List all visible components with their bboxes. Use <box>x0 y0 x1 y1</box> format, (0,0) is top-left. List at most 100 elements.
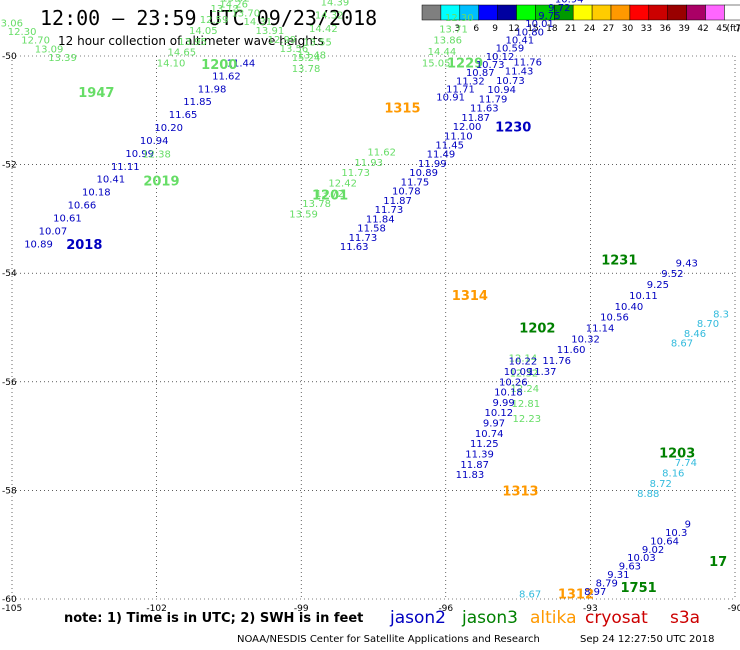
lat-tick-label: -56 <box>2 378 17 388</box>
colorbar-bin <box>478 4 498 21</box>
swh-value-label: 11.63 <box>470 104 499 115</box>
swh-value-label: 11.87 <box>460 460 489 471</box>
swh-value-label: 10.40 <box>615 302 644 313</box>
swh-value-label: 11.10 <box>444 131 473 142</box>
map-grid <box>11 55 736 600</box>
swh-value-label: 10.41 <box>505 36 534 47</box>
swh-value-label: 10.18 <box>494 388 523 399</box>
colorbar-tick-label: 24 <box>584 24 596 34</box>
colorbar-tick-label: 36 <box>660 24 672 34</box>
swh-value-label: 11.45 <box>435 141 464 152</box>
colorbar-bin <box>516 4 536 21</box>
swh-value-label: 13.70 <box>231 8 260 19</box>
colorbar-tick-label: 70 <box>735 24 740 34</box>
swh-value-label: 10.01 <box>525 19 554 30</box>
colorbar-bin <box>667 4 687 21</box>
pass-time-label: 2019 <box>143 174 179 189</box>
swh-value-label: 14.05 <box>189 26 218 37</box>
colorbar-tick-label: 39 <box>678 24 690 34</box>
swh-value-label: 11.11 <box>111 162 140 173</box>
pass-time-label: 1230 <box>495 121 531 136</box>
pass-time-label: 1751 <box>621 581 657 596</box>
swh-value-label: 12.24 <box>511 384 540 395</box>
pass-time-label: 1200 <box>201 58 237 73</box>
swh-value-label: 11.87 <box>383 196 412 207</box>
swh-value-label: 14.26 <box>219 0 248 10</box>
legend-s3a: s3a <box>670 608 701 628</box>
swh-value-label: 12.42 <box>328 179 357 190</box>
pass-time-label: 1314 <box>452 289 488 304</box>
swh-value-label: 10.91 <box>436 93 465 104</box>
swh-value-label: 11.58 <box>357 224 386 235</box>
colorbar-tick-label: 21 <box>565 24 576 34</box>
colorbar-tick-label: 18 <box>546 24 558 34</box>
swh-value-label: 11.87 <box>461 113 490 124</box>
swh-value-label: 10.56 <box>600 313 629 324</box>
swh-value-label: 10.64 <box>650 536 679 547</box>
swh-value-label: 13.56 <box>280 44 309 55</box>
swh-value-label: 14.65 <box>167 48 196 59</box>
swh-value-label: 12.70 <box>21 36 50 47</box>
swh-value-label: 10.87 <box>466 68 495 79</box>
swh-value-label: 9.43 <box>676 258 698 269</box>
swh-value-label: 12.00 <box>453 122 482 133</box>
swh-value-label: 11.63 <box>340 242 369 253</box>
swh-value-label: 9.02 <box>642 545 664 556</box>
swh-value-label: 9.97 <box>483 419 505 430</box>
legend-altika: altika <box>530 608 577 628</box>
page-title: 12:00 — 23:59 UTC 09/23/2018 <box>40 6 378 30</box>
swh-value-label: 9.63 <box>619 562 641 573</box>
lat-tick-label: -50 <box>2 52 17 62</box>
swh-value-label: 14.42 <box>309 24 338 35</box>
satellite-tracks: 13.3913.0912.7012.3013.06194710.8910.071… <box>0 0 729 603</box>
colorbar-bin <box>572 4 593 21</box>
swh-value-label: 11.93 <box>354 158 383 169</box>
swh-value-label: 10.89 <box>24 239 53 250</box>
swh-value-label: 8.16 <box>662 468 684 479</box>
swh-value-label: 11.76 <box>513 57 542 68</box>
swh-value-label: 9.72 <box>548 3 570 14</box>
lon-tick-label: -105 <box>2 604 22 614</box>
swh-value-label: 11.79 <box>479 94 508 105</box>
swh-value-label: 8.88 <box>637 489 659 500</box>
swh-value-label: 12.81 <box>511 399 540 410</box>
colorbar-bin <box>497 4 517 21</box>
swh-value-label: 8.3 <box>713 309 729 320</box>
swh-value-label: 13.02 <box>221 0 250 4</box>
swh-value-label: 10.89 <box>409 168 438 179</box>
swh-value-label: 10.94 <box>140 136 169 147</box>
swh-value-label: 10.94 <box>555 0 584 6</box>
swh-value-label: 10.26 <box>499 377 528 388</box>
colorbar-tick-label: 33 <box>641 24 652 34</box>
swh-value-label: 12.30 <box>8 27 37 38</box>
pass-time-label: 1203 <box>659 446 695 461</box>
swh-value-label: 10.18 <box>82 188 111 199</box>
swh-value-label: 9 <box>685 520 691 531</box>
swh-value-label: 11.71 <box>446 85 475 96</box>
swh-value-label: 15.05 <box>422 59 451 70</box>
pass-time-label: 1315 <box>384 102 420 117</box>
colorbar-unit: (ft) <box>727 24 740 34</box>
swh-value-label: 13.06 <box>0 18 23 29</box>
swh-value-label: 9.75 <box>538 11 560 22</box>
colorbar-tick-label: 42 <box>697 24 708 34</box>
swh-value-label: 10.66 <box>68 201 97 212</box>
swh-value-label: 10.94 <box>487 85 516 96</box>
legend-jason3: jason3 <box>462 608 518 628</box>
swh-value-label: 11.75 <box>401 177 430 188</box>
pass-time-label: 1313 <box>502 484 538 499</box>
swh-value-label: 11.84 <box>366 214 395 225</box>
page-subtitle: 12 hour collection of altimeter wave hei… <box>58 34 324 48</box>
pass-time-label: 1312 <box>558 588 594 603</box>
pass-time-label: 1201 <box>312 188 348 203</box>
swh-value-label: 12.99 <box>268 35 297 46</box>
note-text: note: 1) Time is in UTC; 2) SWH is in fe… <box>64 611 364 626</box>
swh-value-label: 8.79 <box>596 578 618 589</box>
swh-value-label: 11.60 <box>557 345 586 356</box>
swh-value-label: 11.14 <box>586 324 615 335</box>
colorbar-tick-label: 45 <box>716 24 727 34</box>
swh-value-label: 13.09 <box>35 44 64 55</box>
swh-value-label: 11.83 <box>456 470 485 481</box>
swh-value-label: 13.99 <box>207 0 236 1</box>
